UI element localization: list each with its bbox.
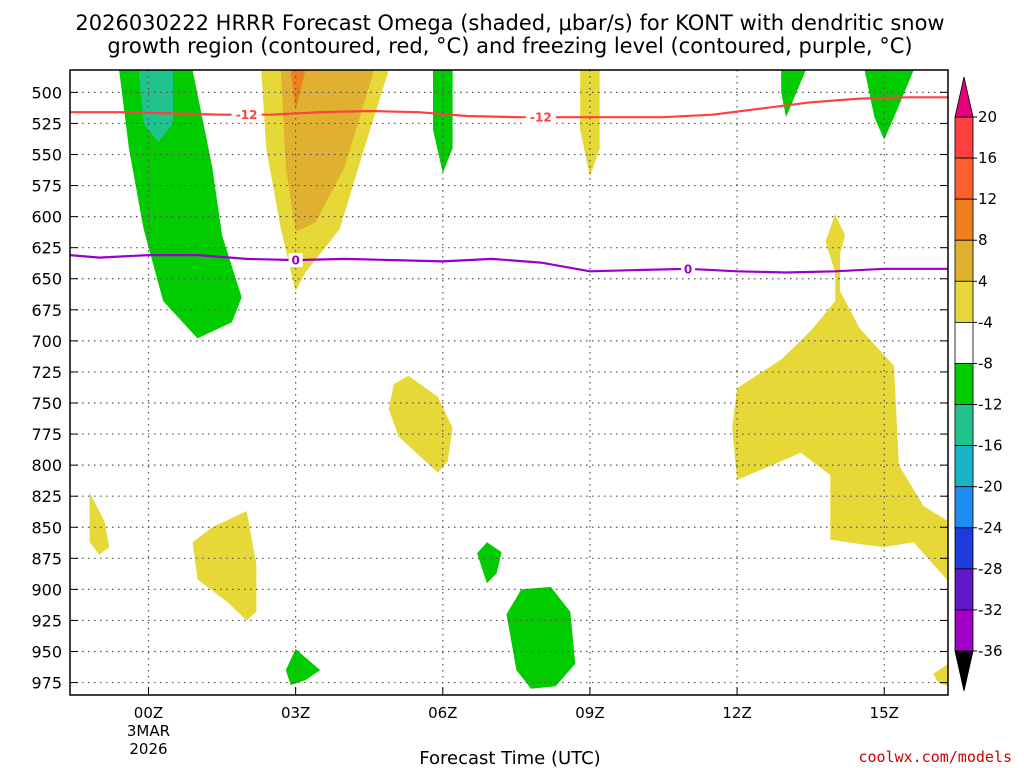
colorbar-top-arrow <box>954 76 974 118</box>
y-tick-label-825: 825 <box>31 487 62 506</box>
freezing-level-label-bg-1 <box>681 261 696 276</box>
x-tick-label-09Z: 09Z <box>575 704 604 722</box>
dgz-contour-label-bg-1 <box>525 110 556 125</box>
x-tick-date: 3MAR <box>127 722 170 740</box>
dgz-contour-label-1: -12 <box>530 111 552 125</box>
omega-region-1 <box>138 70 173 143</box>
dgz-contour-line <box>70 96 948 119</box>
y-tick-label-675: 675 <box>31 301 62 320</box>
omega-region-16 <box>506 586 576 689</box>
x-tick-label-06Z: 06Z <box>428 704 457 722</box>
omega-region-9 <box>732 214 948 581</box>
colorbar-label-4: 4 <box>978 272 988 290</box>
y-tick-label-700: 700 <box>31 332 62 351</box>
dgz-contour-label-0: -12 <box>236 108 258 122</box>
colorbar-label-6: -8 <box>978 354 993 372</box>
colorbar-label-7: -12 <box>978 396 1003 414</box>
y-tick-label-650: 650 <box>31 270 62 289</box>
omega-region-4 <box>290 70 306 111</box>
colorbar-bin-11 <box>954 568 974 611</box>
y-tick-label-975: 975 <box>31 674 62 693</box>
colorbar-label-10: -24 <box>978 519 1003 537</box>
omega-region-11 <box>388 375 453 473</box>
colorbar-bin-10 <box>954 527 974 570</box>
colorbar-bin-6 <box>954 363 974 405</box>
chart-title-line2: growth region (contoured, red, °C) and f… <box>107 34 912 58</box>
credit-text: coolwx.com/models <box>858 748 1012 766</box>
colorbar: 20 16 12 8 4 -4 -8 -12 -16 -20 -24 -28 -32 -36 <box>954 76 1003 692</box>
freezing-level-label-1: 0 <box>684 262 692 276</box>
y-tick-label-950: 950 <box>31 643 62 662</box>
x-tick-label-12Z: 12Z <box>722 704 751 722</box>
chart-title-line1: 2026030222 HRRR Forecast Omega (shaded, … <box>75 11 944 35</box>
x-axis-label: Forecast Time (UTC) <box>419 748 600 768</box>
colorbar-bin-12 <box>954 609 974 652</box>
freezing-level-line <box>69 254 948 274</box>
colorbar-label-2: 12 <box>978 190 997 208</box>
colorbar-bin-2 <box>954 198 974 241</box>
temperature-contours: -12 -12 0 0 <box>69 96 948 276</box>
axes: 500 525 550 575 600 625 650 675 700 725 750 775 800 8… <box>31 83 948 758</box>
colorbar-label-0: 20 <box>978 108 997 126</box>
colorbar-label-1: 16 <box>978 149 997 167</box>
y-tick-label-575: 575 <box>31 177 62 196</box>
colorbar-label-11: -28 <box>978 560 1003 578</box>
omega-region-8 <box>864 70 914 140</box>
omega-shaded-regions <box>89 70 948 689</box>
y-tick-label-875: 875 <box>31 549 62 568</box>
y-tick-label-800: 800 <box>31 456 62 475</box>
y-tick-label-775: 775 <box>31 425 62 444</box>
omega-region-14 <box>285 649 321 686</box>
y-tick-label-500: 500 <box>31 83 62 102</box>
colorbar-label-13: -36 <box>978 642 1003 660</box>
omega-region-13 <box>192 511 257 621</box>
colorbar-label-3: 8 <box>978 231 988 249</box>
x-tick-label-03Z: 03Z <box>281 704 310 722</box>
colorbar-bin-4 <box>954 280 974 323</box>
y-tick-label-525: 525 <box>31 114 62 133</box>
omega-region-0 <box>119 70 242 339</box>
y-tick-label-750: 750 <box>31 394 62 413</box>
y-tick-label-850: 850 <box>31 518 62 537</box>
omega-region-6 <box>580 70 600 177</box>
colorbar-label-8: -16 <box>978 437 1003 455</box>
colorbar-bin-1 <box>954 157 974 200</box>
colorbar-label-9: -20 <box>978 478 1003 496</box>
y-tick-label-900: 900 <box>31 580 62 599</box>
colorbar-bin-3 <box>954 239 974 282</box>
plot-frame <box>69 69 949 696</box>
y-tick-label-600: 600 <box>31 208 62 227</box>
dgz-contour-label-bg-0 <box>231 107 262 122</box>
x-tick-label-00Z: 00Z <box>134 704 163 722</box>
colorbar-bin-9 <box>954 486 974 529</box>
y-tick-label-925: 925 <box>31 611 62 630</box>
omega-region-5 <box>433 70 453 174</box>
x-tick-label-15Z: 15Z <box>870 704 899 722</box>
omega-region-12 <box>89 492 110 555</box>
colorbar-bin-7 <box>954 404 974 447</box>
grid-lines <box>70 70 948 695</box>
colorbar-bin-8 <box>954 445 974 488</box>
freezing-level-label-0: 0 <box>291 254 299 268</box>
omega-region-15 <box>477 542 502 584</box>
y-tick-label-725: 725 <box>31 363 62 382</box>
x-tick-year: 2026 <box>129 740 167 758</box>
colorbar-label-12: -32 <box>978 601 1003 619</box>
colorbar-bin-0 <box>954 116 974 159</box>
colorbar-label-5: -4 <box>978 313 993 331</box>
y-tick-label-625: 625 <box>31 239 62 258</box>
omega-region-10 <box>933 663 948 687</box>
freezing-level-label-bg-0 <box>288 253 303 268</box>
colorbar-bin-5 <box>954 321 974 364</box>
y-tick-label-550: 550 <box>31 145 62 164</box>
colorbar-bottom-arrow <box>954 650 974 692</box>
